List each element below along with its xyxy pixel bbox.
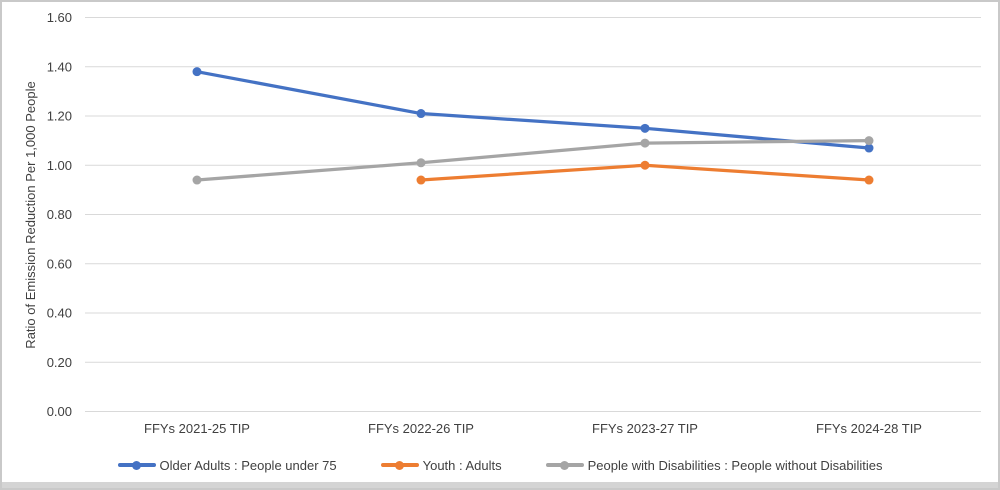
legend-label: Youth : Adults xyxy=(422,457,502,473)
data-point xyxy=(640,160,650,170)
legend-label: People with Disabilities : People withou… xyxy=(587,457,883,473)
data-point xyxy=(864,175,874,185)
legend-item: People with Disabilities : People withou… xyxy=(545,457,883,473)
chart-legend: Older Adults : People under 75 Youth : Ad… xyxy=(0,452,1000,478)
y-axis-title: Ratio of Emission Reduction Per 1,000 Pe… xyxy=(23,81,38,348)
legend-label: Older Adults : People under 75 xyxy=(159,457,337,473)
y-axis-tick-label: 0.40 xyxy=(47,306,72,321)
x-axis-tick-label: FFYs 2021-25 TIP xyxy=(144,421,250,436)
legend-marker-icon xyxy=(545,460,584,470)
y-axis-tick-label: 1.40 xyxy=(47,59,72,74)
data-point xyxy=(192,175,202,185)
x-axis-tick-label: FFYs 2024-28 TIP xyxy=(816,421,922,436)
data-point xyxy=(864,143,874,153)
legend-dot-icon xyxy=(132,460,142,470)
legend-item: Youth : Adults xyxy=(380,457,502,473)
data-point xyxy=(640,123,650,133)
data-point xyxy=(416,158,426,168)
series-line xyxy=(195,139,871,182)
data-point xyxy=(640,138,650,148)
data-point xyxy=(416,109,426,119)
x-axis-tick-label: FFYs 2022-26 TIP xyxy=(368,421,474,436)
y-axis-tick-label: 0.00 xyxy=(47,404,72,419)
x-axis-tick-label: FFYs 2023-27 TIP xyxy=(592,421,698,436)
legend-item: Older Adults : People under 75 xyxy=(117,457,337,473)
y-axis-tick-label: 1.00 xyxy=(47,158,72,173)
legend-dot-icon xyxy=(395,460,405,470)
series-line xyxy=(195,70,871,150)
y-axis-tick-label: 0.80 xyxy=(47,207,72,222)
legend-marker-icon xyxy=(117,460,156,470)
y-axis-tick-label: 1.20 xyxy=(47,109,72,124)
y-axis-tick-label: 0.60 xyxy=(47,256,72,271)
window-bottom-edge xyxy=(2,482,998,488)
y-axis-tick-label: 1.60 xyxy=(47,10,72,25)
y-axis-tick-label: 0.20 xyxy=(47,355,72,370)
legend-dot-icon xyxy=(560,460,570,470)
legend-marker-icon xyxy=(380,460,419,470)
data-point xyxy=(864,136,874,146)
data-point xyxy=(416,175,426,185)
data-point xyxy=(192,67,202,77)
